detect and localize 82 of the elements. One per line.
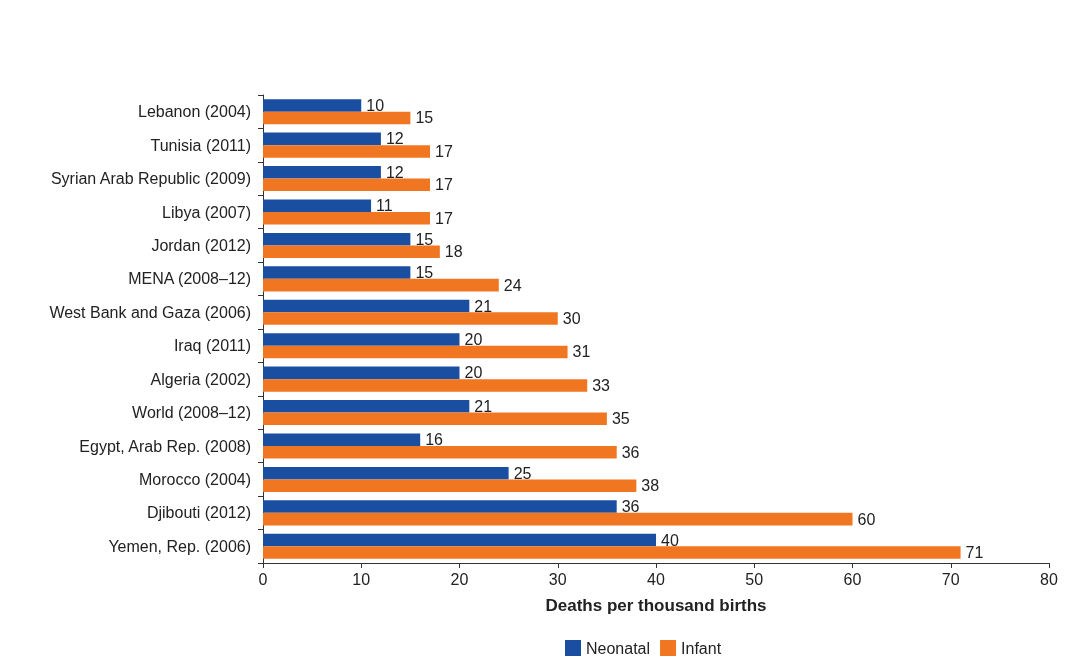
bar: [263, 379, 588, 392]
bar: [263, 333, 460, 346]
x-tick-label: 70: [941, 570, 960, 588]
y-tick-label: Yemen, Rep. (2006): [108, 537, 251, 555]
data-label: 16: [425, 431, 444, 449]
data-label: 17: [435, 142, 453, 160]
data-label: 21: [474, 297, 493, 315]
data-label: 71: [965, 544, 984, 562]
bar: [263, 99, 362, 112]
bar: [263, 466, 509, 480]
bar: [263, 446, 617, 459]
data-label: 36: [621, 443, 640, 461]
data-label: 11: [376, 197, 393, 215]
x-tick-label: 60: [843, 570, 862, 588]
data-label: 12: [385, 163, 404, 181]
data-label: 38: [641, 477, 660, 495]
bar: [263, 278, 499, 292]
bar: [263, 145, 431, 158]
data-label: 30: [562, 310, 581, 328]
data-label: 15: [415, 264, 434, 282]
data-label: 31: [572, 343, 591, 361]
y-tick-label: Lebanon (2004): [138, 103, 251, 121]
x-axis-title: Deaths per thousand births: [545, 596, 767, 615]
y-tick-label: Jordan (2012): [151, 236, 251, 254]
bar: [263, 266, 411, 279]
x-tick-label: 10: [352, 570, 371, 588]
bar: [263, 433, 421, 446]
data-label: 40: [661, 531, 679, 549]
y-tick-label: Iraq (2011): [173, 337, 251, 355]
bar: [263, 366, 460, 380]
data-label: 20: [464, 364, 483, 382]
bar: [263, 345, 568, 359]
bar: [263, 479, 637, 492]
data-label: 35: [611, 410, 630, 428]
bar: [263, 512, 853, 526]
data-label: 25: [513, 464, 532, 482]
data-label: 18: [444, 243, 463, 261]
data-label: 33: [592, 376, 611, 394]
data-label: 15: [415, 109, 434, 127]
y-tick-label: Morocco (2004): [138, 470, 251, 488]
legend-label: Neonatal: [586, 639, 651, 657]
data-label: 60: [857, 510, 876, 528]
bar: [263, 533, 656, 547]
y-tick-label: MENA (2008–12): [128, 270, 251, 288]
bar: [263, 500, 617, 513]
data-label: 17: [435, 176, 453, 194]
bar: [263, 312, 558, 325]
x-tick-label: 20: [450, 570, 469, 588]
bar: [263, 232, 411, 246]
bar: [263, 212, 431, 225]
y-tick-label: Algeria (2002): [150, 370, 251, 388]
bar: [263, 299, 470, 313]
data-label: 17: [435, 209, 453, 227]
data-label: 10: [366, 96, 385, 114]
bar: [263, 178, 431, 192]
y-tick-label: West Bank and Gaza (2006): [49, 303, 251, 321]
legend-label: Infant: [681, 639, 722, 657]
bar: [263, 111, 411, 125]
y-tick-label: Egypt, Arab Rep. (2008): [79, 437, 251, 455]
bar: [263, 199, 372, 212]
y-tick-label: Syrian Arab Republic (2009): [50, 170, 251, 188]
data-label: 12: [385, 130, 404, 148]
data-label: 36: [621, 498, 640, 516]
bar: [263, 400, 470, 413]
data-label: 24: [503, 276, 522, 294]
bar: [263, 245, 440, 258]
data-label: 15: [415, 230, 434, 248]
data-label: 21: [474, 397, 493, 415]
bar: [263, 166, 381, 179]
x-tick-label: 40: [647, 570, 665, 588]
x-tick-label: 50: [745, 570, 764, 588]
x-tick-label: 30: [548, 570, 567, 588]
bar: [263, 546, 961, 559]
x-tick-label: 80: [1040, 570, 1058, 588]
y-tick-label: World (2008–12): [132, 404, 251, 422]
data-label: 20: [464, 330, 483, 348]
y-tick-label: Djibouti (2012): [146, 504, 251, 522]
x-tick-label: 0: [258, 570, 268, 588]
y-tick-label: Tunisia (2011): [150, 136, 251, 154]
bar: [263, 412, 607, 426]
bar: [263, 132, 381, 146]
y-tick-label: Libya (2007): [162, 203, 251, 221]
